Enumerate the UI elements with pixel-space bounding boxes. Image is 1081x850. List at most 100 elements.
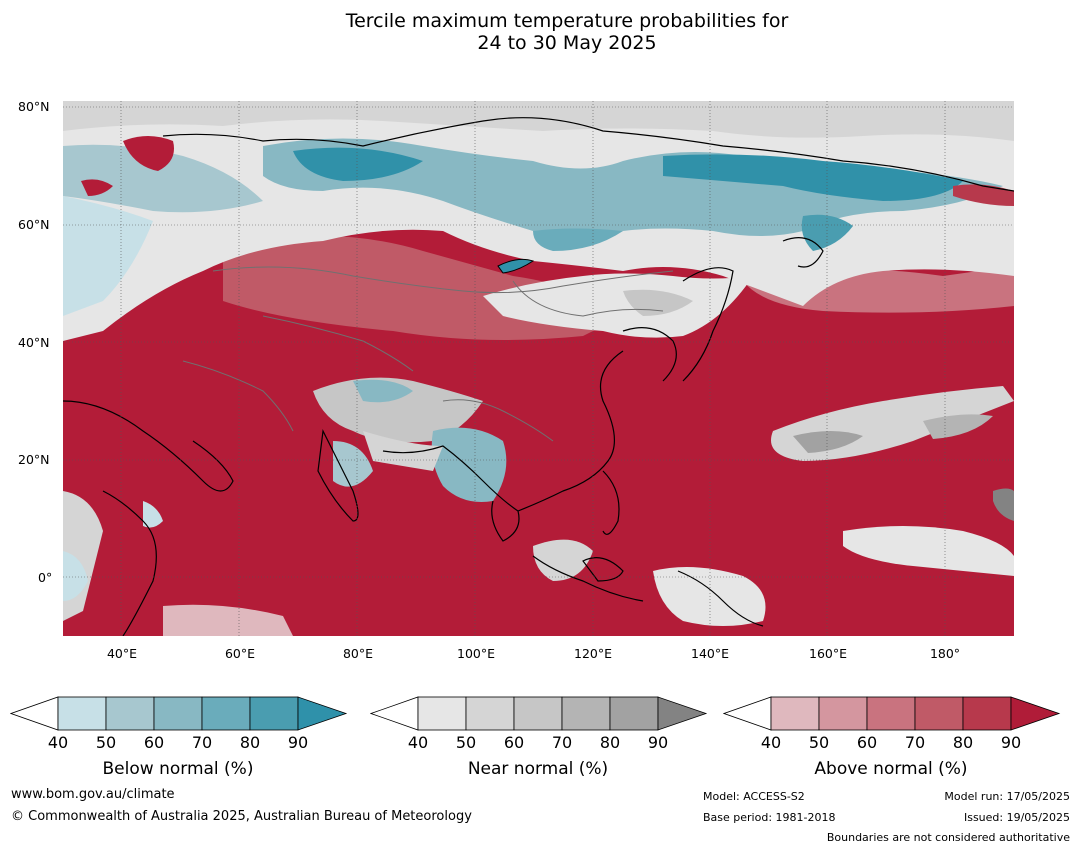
colorbar-near-normal: [369, 696, 708, 736]
colorbar-above-tick-label: 80: [952, 733, 974, 752]
colorbar-above-low-extend: [722, 696, 772, 731]
below-normal-region: [533, 228, 623, 251]
near-normal-region: [533, 539, 593, 581]
above-normal-region: [163, 604, 293, 636]
below-normal-region: [293, 147, 423, 181]
colorbar-above-bin: [770, 696, 820, 731]
colorbar-above-tick-label: 50: [808, 733, 830, 752]
lake-baikal: [497, 258, 535, 274]
above-normal-region: [953, 184, 1014, 206]
near-normal-region: [793, 431, 863, 453]
lat-label-60n: 60°N: [18, 217, 50, 232]
colorbar-below-tick-label: 40: [47, 733, 69, 752]
lon-label-100e: 100°E: [456, 646, 496, 661]
colorbar-below-bin: [249, 696, 299, 731]
above-normal-region: [123, 136, 174, 171]
colorbar-near-low-extend: [369, 696, 419, 731]
base-period-text: Base period: 1981-2018: [703, 811, 836, 824]
colorbar-above-bin: [914, 696, 964, 731]
colorbar-near-tick-label: 70: [551, 733, 573, 752]
chart-title-line1: Tercile maximum temperature probabilitie…: [345, 10, 789, 32]
colorbar-near-high-extend: [657, 696, 708, 731]
near-normal-region: [923, 414, 993, 439]
colorbar-below-bin: [201, 696, 251, 731]
colorbar-below-low-extend: [9, 696, 59, 731]
below-normal-region: [143, 501, 163, 528]
colorbar-above-tick-label: 70: [904, 733, 926, 752]
colorbar-above-tick-label: 40: [760, 733, 782, 752]
chart-title: Tercile maximum temperature probabilitie…: [0, 10, 1081, 54]
lat-label-20n: 20°N: [18, 452, 50, 467]
lon-label-80e: 80°E: [342, 646, 374, 661]
colorbar-below-tick-label: 80: [239, 733, 261, 752]
lat-label-40n: 40°N: [18, 335, 50, 350]
colorbar-below-graphic: [9, 696, 348, 731]
colorbar-near-tick-label: 80: [599, 733, 621, 752]
chart-title-line2: 24 to 30 May 2025: [477, 32, 657, 54]
coastlines: [63, 117, 1014, 636]
colorbar-near-graphic: [369, 696, 708, 731]
colorbar-near-tick-label: 40: [407, 733, 429, 752]
colorbar-above-graphic: [722, 696, 1061, 731]
colorbar-above-high-extend: [1010, 696, 1061, 731]
colorbar-below-tick-label: 90: [287, 733, 309, 752]
colorbar-below-high-extend: [297, 696, 348, 731]
lon-label-140e: 140°E: [690, 646, 730, 661]
lon-label-180: 180°: [929, 646, 961, 661]
colorbar-near-tick-label: 60: [503, 733, 525, 752]
near-normal-region: [313, 377, 483, 443]
colorbar-below-tick-label: 70: [191, 733, 213, 752]
lon-label-160e: 160°E: [808, 646, 848, 661]
colorbar-above-tick-label: 90: [1000, 733, 1022, 752]
below-normal-region: [63, 551, 88, 601]
lat-label-0: 0°: [38, 570, 53, 585]
colorbar-below-bin: [57, 696, 107, 731]
below-normal-region: [63, 196, 153, 316]
colorbar-near-bin: [513, 696, 563, 731]
near-normal-region: [483, 273, 753, 338]
model-run-text: Model run: 17/05/2025: [944, 790, 1070, 803]
colorbar-below-bin: [153, 696, 203, 731]
lon-label-60e: 60°E: [224, 646, 256, 661]
colorbar-below-title: Below normal (%): [102, 759, 254, 779]
colorbar-below-tick-label: 60: [143, 733, 165, 752]
colorbar-above-normal: [722, 696, 1061, 736]
probability-map: [63, 101, 1014, 636]
lat-label-80n: 80°N: [18, 99, 50, 114]
colorbar-near-tick-label: 50: [455, 733, 477, 752]
country-borders: [182, 266, 674, 442]
colorbar-near-title: Near normal (%): [467, 759, 609, 779]
colorbar-near-bin: [561, 696, 611, 731]
lon-label-40e: 40°E: [106, 646, 138, 661]
below-normal-region: [663, 154, 963, 201]
issued-text: Issued: 19/05/2025: [963, 811, 1070, 824]
near-normal-region: [993, 488, 1014, 521]
above-normal-region: [81, 179, 113, 196]
below-normal-region: [431, 427, 507, 502]
lon-label-120e: 120°E: [573, 646, 613, 661]
colorbar-near-bin: [465, 696, 515, 731]
near-normal-region: [63, 101, 1014, 141]
colorbar-below-bin: [105, 696, 155, 731]
model-text: Model: ACCESS-S2: [703, 790, 805, 803]
near-normal-region: [653, 567, 766, 626]
website-link[interactable]: www.bom.gov.au/climate: [11, 787, 175, 802]
map-canvas: [63, 101, 1014, 636]
colorbar-below-normal: [9, 696, 348, 736]
colorbar-above-title: Above normal (%): [814, 759, 968, 779]
near-normal-region: [843, 526, 1014, 576]
colorbar-above-bin: [866, 696, 916, 731]
colorbar-near-tick-label: 90: [647, 733, 669, 752]
graticule: [63, 101, 1014, 636]
near-normal-region: [363, 431, 443, 471]
below-normal-region: [353, 379, 413, 403]
copyright-text: © Commonwealth of Australia 2025, Austra…: [11, 809, 472, 824]
below-normal-region: [63, 144, 263, 213]
colorbar-near-bin: [417, 696, 467, 731]
colorbar-above-tick-label: 60: [856, 733, 878, 752]
disclaimer-text: Boundaries are not considered authoritat…: [826, 831, 1070, 844]
colorbar-below-tick-label: 50: [95, 733, 117, 752]
colorbar-above-bin: [818, 696, 868, 731]
below-normal-region: [333, 441, 373, 487]
colorbar-above-bin: [962, 696, 1012, 731]
